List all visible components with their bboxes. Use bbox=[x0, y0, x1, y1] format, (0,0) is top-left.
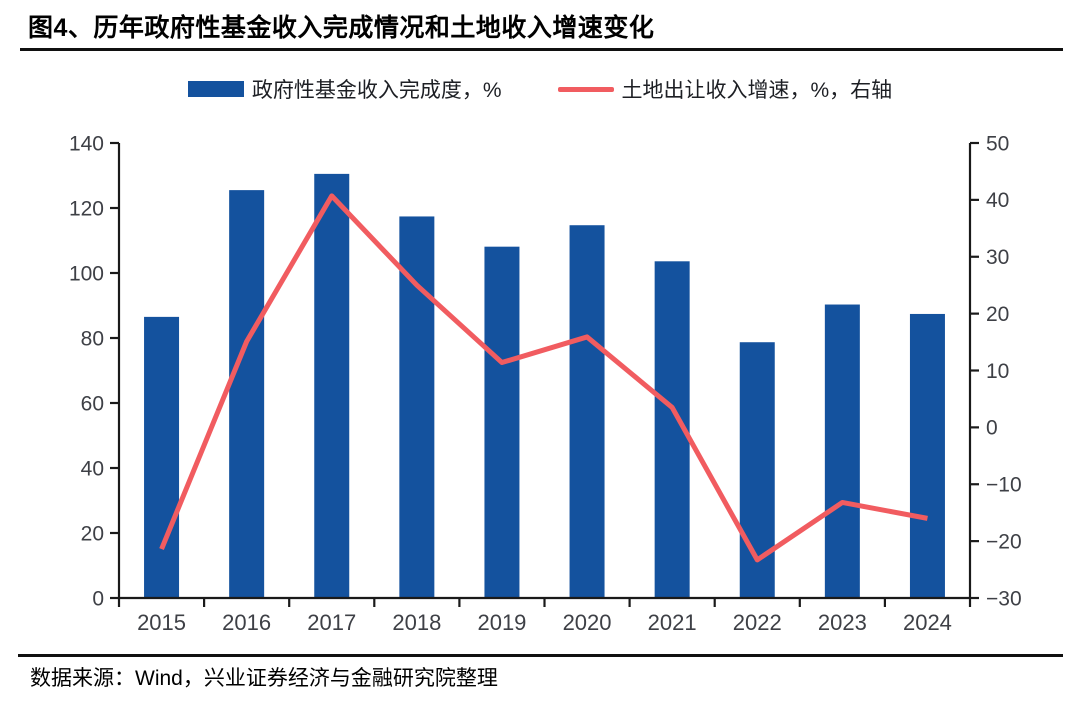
line-swatch-icon bbox=[557, 86, 614, 92]
bar-2015 bbox=[144, 316, 180, 598]
x-tick-label: 2018 bbox=[392, 610, 441, 635]
left-tick-label: 140 bbox=[69, 132, 104, 155]
x-tick-label: 2024 bbox=[903, 610, 952, 635]
right-tick-label: −30 bbox=[986, 587, 1022, 610]
bar-2016 bbox=[229, 190, 265, 598]
left-tick-label: 20 bbox=[81, 522, 104, 545]
bar-2020 bbox=[569, 225, 605, 598]
footer-rule bbox=[18, 654, 1063, 657]
legend-bar-label: 政府性基金收入完成度，% bbox=[251, 79, 502, 102]
x-tick-label: 2019 bbox=[477, 610, 526, 635]
right-tick-label: −10 bbox=[986, 474, 1022, 497]
left-tick-label: 100 bbox=[69, 262, 104, 285]
right-tick-label: 30 bbox=[986, 246, 1009, 269]
left-tick-label: 80 bbox=[81, 327, 104, 350]
chart-legend: 政府性基金收入完成度，% 土地出让收入增速，%，右轴 bbox=[0, 74, 1080, 104]
right-tick-label: −20 bbox=[986, 530, 1022, 553]
right-tick-label: 50 bbox=[986, 132, 1009, 155]
x-tick-label: 2021 bbox=[648, 610, 697, 635]
figure-title: 图4、历年政府性基金收入完成情况和土地收入增速变化 bbox=[28, 14, 655, 42]
bar-2018 bbox=[399, 216, 435, 598]
x-tick-label: 2015 bbox=[137, 610, 186, 635]
right-tick-label: 40 bbox=[986, 189, 1009, 212]
source-note: 数据来源：Wind，兴业证券经济与金融研究院整理 bbox=[30, 667, 498, 690]
land-revenue-growth-line bbox=[159, 193, 928, 563]
legend-item-line: 土地出让收入增速，%，右轴 bbox=[557, 74, 893, 104]
legend-item-bar: 政府性基金收入完成度，% bbox=[187, 74, 502, 104]
x-tick-label: 2023 bbox=[818, 610, 867, 635]
bar-2023 bbox=[824, 304, 860, 598]
bar-2017 bbox=[314, 173, 350, 598]
bar-2024 bbox=[909, 313, 945, 598]
bar-2019 bbox=[484, 246, 520, 599]
x-tick-label: 2017 bbox=[307, 610, 356, 635]
x-tick-label: 2022 bbox=[733, 610, 782, 635]
left-tick-label: 60 bbox=[81, 392, 104, 415]
left-tick-label: 0 bbox=[92, 587, 104, 610]
right-tick-label: 10 bbox=[986, 360, 1009, 383]
left-tick-label: 40 bbox=[81, 457, 104, 480]
right-tick-label: 0 bbox=[986, 417, 998, 440]
bar-swatch-icon bbox=[187, 81, 244, 97]
right-tick-label: 20 bbox=[986, 303, 1009, 326]
left-tick-label: 120 bbox=[69, 197, 104, 220]
x-tick-label: 2016 bbox=[222, 610, 271, 635]
title-underline bbox=[20, 48, 1063, 51]
legend-line-label: 土地出让收入增速，%，右轴 bbox=[621, 79, 893, 102]
x-tick-label: 2020 bbox=[563, 610, 612, 635]
